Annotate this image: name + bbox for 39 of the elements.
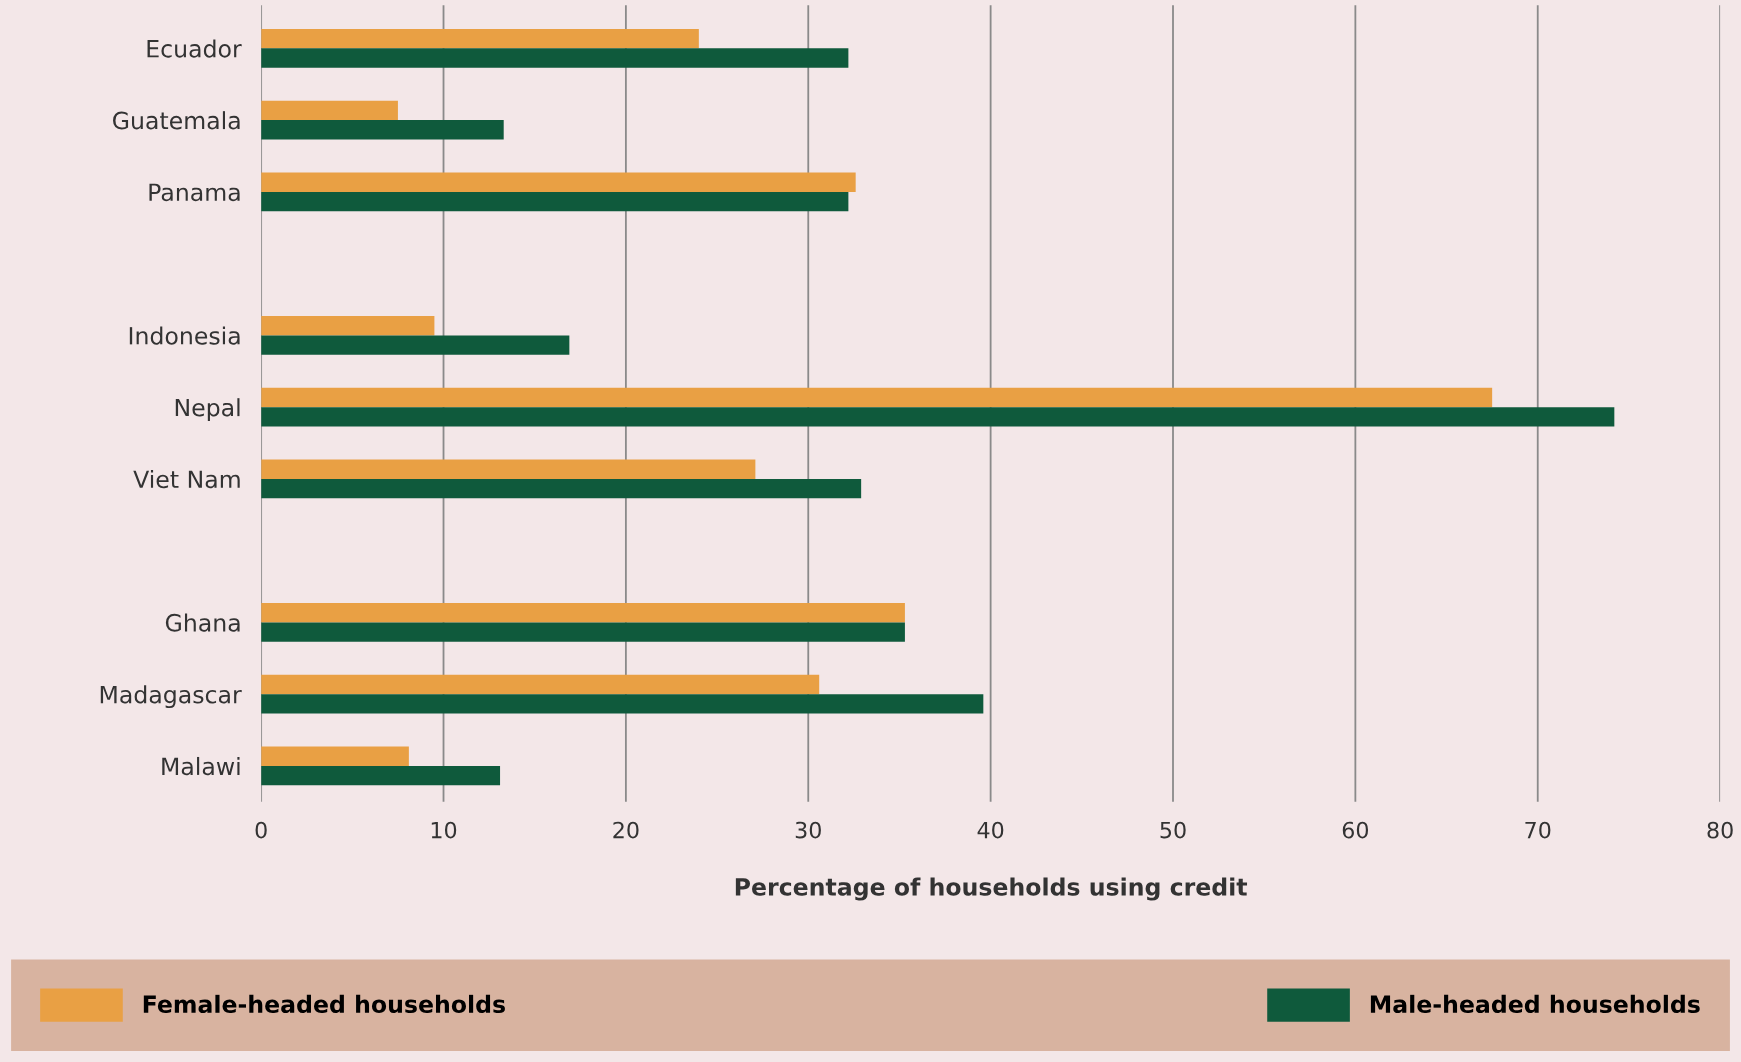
- x-tick-label: 30: [795, 821, 821, 839]
- x-tick-label: 80: [1707, 821, 1733, 839]
- y-tick-label: Indonesia: [129, 326, 240, 345]
- x-tick-label: 50: [1160, 821, 1186, 839]
- x-tick-label: 20: [613, 821, 639, 839]
- bar: [261, 100, 398, 121]
- y-tick-label: Viet Nam: [133, 469, 240, 489]
- bar: [261, 28, 699, 49]
- legend-label: Male-headed households: [1370, 994, 1700, 1014]
- bar: [261, 694, 984, 714]
- bar: [261, 335, 570, 355]
- bar: [261, 746, 409, 766]
- y-tick-label: Guatemala: [113, 111, 240, 130]
- x-tick-label: 10: [431, 821, 457, 839]
- bar: [261, 765, 501, 786]
- y-tick-label: Malawi: [162, 756, 240, 776]
- bar: [261, 459, 756, 479]
- x-tick-label: 0: [255, 821, 267, 839]
- bar: [261, 387, 1493, 408]
- bar: [261, 478, 862, 499]
- x-tick-label: 60: [1342, 821, 1369, 839]
- x-axis-title: Percentage of households using credit: [735, 877, 1248, 901]
- bar: [261, 603, 905, 623]
- bar: [261, 407, 1615, 427]
- x-tick-label: 40: [977, 821, 1004, 839]
- y-tick-label: Ghana: [165, 613, 240, 632]
- bar: [261, 674, 820, 695]
- bar: [261, 622, 905, 642]
- y-tick-label: Panama: [149, 183, 240, 202]
- bar: [261, 316, 435, 336]
- y-tick-label: Ecuador: [147, 39, 242, 58]
- x-tick-label: 70: [1525, 821, 1551, 839]
- bar: [261, 172, 856, 192]
- legend-label: Female-headed households: [143, 994, 505, 1014]
- bar: [261, 120, 504, 140]
- bar: [261, 48, 849, 68]
- y-tick-label: Nepal: [175, 398, 240, 422]
- y-tick-label: Madagascar: [100, 685, 242, 709]
- bar: [261, 191, 849, 212]
